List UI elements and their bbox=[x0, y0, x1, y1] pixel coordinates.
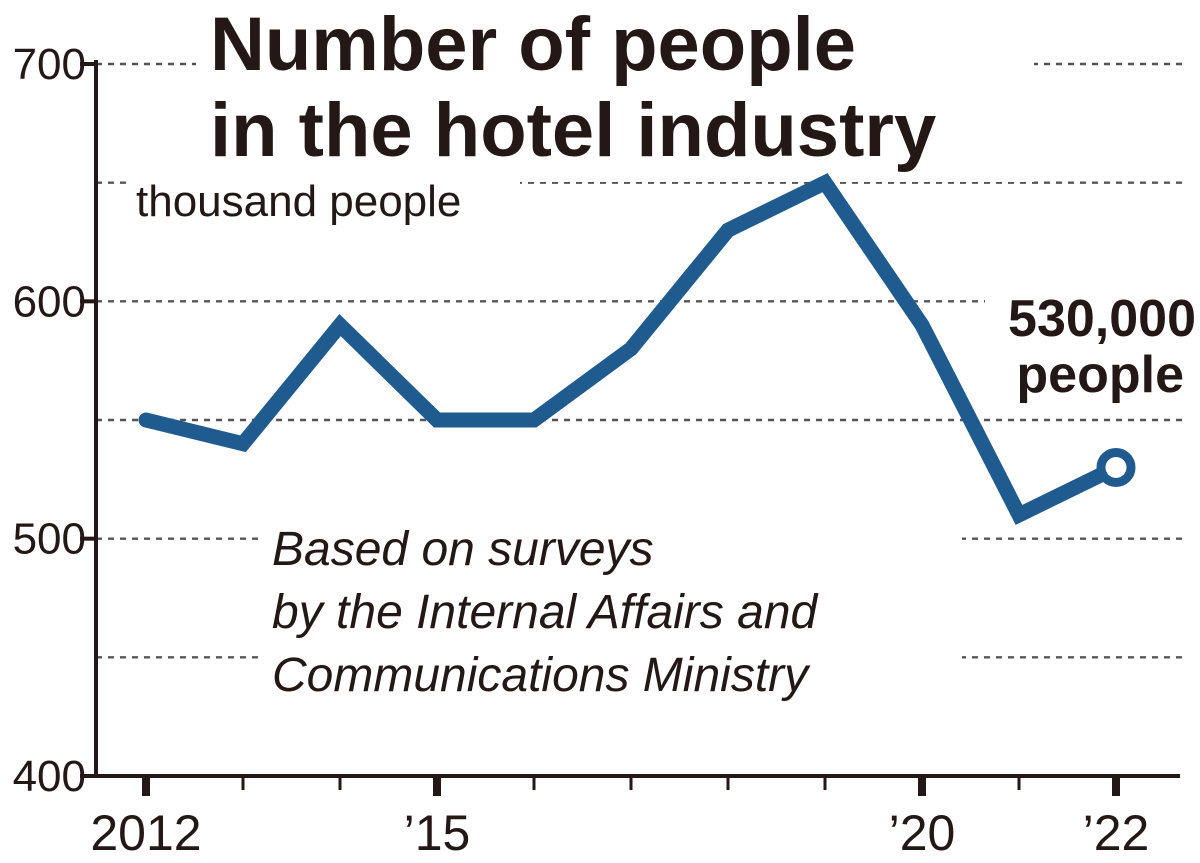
x-axis-ticks: 2012 ’15 ’20 ’22 bbox=[90, 776, 1149, 861]
x-tick-label: ’20 bbox=[889, 805, 956, 861]
y-tick-label: 400 bbox=[13, 752, 86, 801]
series-line bbox=[138, 173, 1124, 525]
callout-backdrop bbox=[985, 285, 1197, 405]
y-tick-label: 600 bbox=[13, 277, 86, 326]
source-note-line-1: Based on surveys bbox=[272, 523, 654, 576]
x-tick-label: ’22 bbox=[1083, 805, 1150, 861]
x-tick-label: 2012 bbox=[90, 805, 201, 861]
y-axis-ticks: 400 500 600 700 bbox=[13, 40, 96, 801]
unit-backdrop bbox=[130, 165, 520, 227]
source-note-line-2: by the Internal Affairs and bbox=[272, 586, 819, 639]
source-backdrop bbox=[262, 515, 962, 705]
end-point-marker bbox=[1096, 447, 1136, 487]
callout-unit: people bbox=[1016, 346, 1184, 404]
chart-title-line-2: in the hotel industry bbox=[210, 88, 936, 173]
y-tick-label: 500 bbox=[13, 515, 86, 564]
source-note-line-3: Communications Ministry bbox=[272, 649, 811, 702]
unit-label: thousand people bbox=[136, 177, 461, 226]
x-tick-label: ’15 bbox=[404, 805, 471, 861]
y-tick-label: 700 bbox=[13, 40, 86, 89]
callout-value: 530,000 bbox=[1008, 290, 1196, 348]
chart-title-line-1: Number of people bbox=[210, 2, 856, 87]
series-layer bbox=[138, 173, 1136, 525]
title-backdrop bbox=[196, 6, 1034, 182]
